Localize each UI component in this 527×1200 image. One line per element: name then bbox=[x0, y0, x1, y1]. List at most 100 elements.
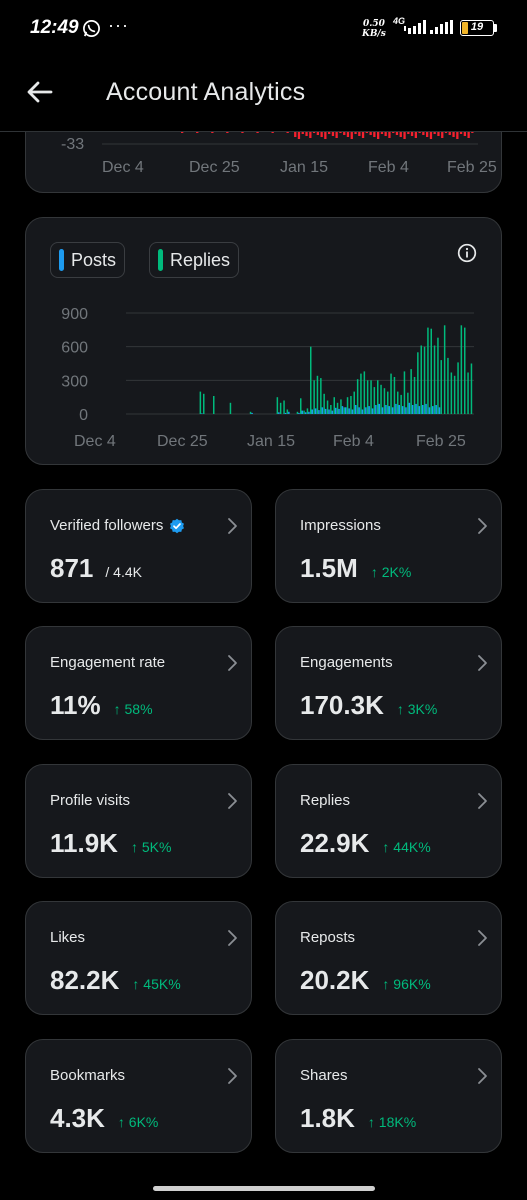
y-tick-label: 0 bbox=[79, 407, 88, 424]
chart-bar bbox=[452, 129, 455, 137]
info-icon[interactable] bbox=[457, 243, 477, 263]
chart-bar bbox=[320, 129, 323, 137]
chart-bar bbox=[414, 129, 417, 138]
chart-bar bbox=[346, 129, 350, 137]
chart-bar bbox=[361, 129, 365, 138]
replies-bar bbox=[296, 411, 299, 414]
stat-card-bookmarks[interactable]: Bookmarks 4.3K ↑ 6K% bbox=[25, 1039, 252, 1153]
posts-bar bbox=[368, 406, 370, 414]
replies-bar bbox=[370, 380, 372, 414]
chart-bar bbox=[422, 129, 425, 135]
replies-bar bbox=[316, 375, 319, 414]
stat-card-shares[interactable]: Shares 1.8K ↑ 18K% bbox=[275, 1039, 502, 1153]
stat-card-reposts[interactable]: Reposts 20.2K ↑ 96K% bbox=[275, 901, 502, 1015]
chart-bar bbox=[426, 129, 429, 137]
replies-bar bbox=[403, 371, 406, 414]
replies-bar bbox=[397, 391, 399, 414]
replies-bar bbox=[229, 402, 232, 414]
replies-bar bbox=[383, 388, 386, 414]
verified-badge-icon bbox=[170, 518, 185, 533]
replies-bar bbox=[356, 379, 359, 414]
replies-bar bbox=[407, 392, 409, 414]
chart-bar bbox=[369, 129, 372, 135]
replies-bar bbox=[393, 377, 396, 414]
replies-bar bbox=[333, 397, 335, 414]
stat-delta: ↑ 2K% bbox=[370, 564, 412, 580]
stat-card-profile-visits[interactable]: Profile visits 11.9K ↑ 5K% bbox=[25, 764, 252, 878]
stat-value: 11.9K bbox=[50, 828, 118, 858]
chart-bar bbox=[410, 129, 414, 136]
stat-label: Engagements bbox=[300, 654, 393, 671]
chart-bar bbox=[309, 129, 312, 138]
posts-bar bbox=[375, 405, 377, 414]
x-tick-label: Feb 4 bbox=[333, 433, 374, 450]
stat-delta: ↑ 96K% bbox=[382, 976, 431, 992]
replies-bar bbox=[470, 363, 473, 414]
stat-card-engagements[interactable]: Engagements 170.3K ↑ 3K% bbox=[275, 626, 502, 740]
y-tick-label: 600 bbox=[61, 340, 88, 357]
chart-bar bbox=[373, 129, 376, 137]
page-title: Account Analytics bbox=[106, 78, 306, 106]
whatsapp-icon bbox=[83, 20, 100, 37]
stat-delta: ↑ 45K% bbox=[132, 976, 181, 992]
stat-value: 4.3K bbox=[50, 1103, 105, 1133]
chart-bar bbox=[305, 129, 308, 136]
stat-label-text: Engagements bbox=[300, 654, 393, 671]
chart-bar bbox=[437, 129, 440, 136]
stat-card-verified-followers[interactable]: Verified followers 871 / 4.4K bbox=[25, 489, 252, 603]
chevron-right-icon bbox=[228, 793, 237, 809]
legend-posts[interactable]: Posts bbox=[50, 242, 126, 278]
replies-bar bbox=[300, 398, 302, 414]
stat-label: Engagement rate bbox=[50, 654, 165, 671]
replies-bar bbox=[377, 380, 379, 414]
posts-bar bbox=[341, 406, 344, 414]
x-tick-label: Dec 4 bbox=[74, 433, 116, 450]
stat-delta: ↑ 58% bbox=[113, 701, 153, 717]
legend-replies[interactable]: Replies bbox=[149, 242, 240, 278]
replies-bar bbox=[286, 409, 289, 414]
posts-bar bbox=[324, 408, 327, 414]
stat-value: 871 bbox=[50, 553, 94, 583]
home-indicator[interactable] bbox=[153, 1186, 375, 1191]
posts-bar bbox=[385, 405, 387, 414]
stat-delta: ↑ 44K% bbox=[382, 839, 431, 855]
stat-label: Reposts bbox=[300, 929, 355, 946]
replies-bar bbox=[453, 375, 456, 414]
stat-value: 82.2K bbox=[50, 965, 120, 995]
posts-bar bbox=[338, 408, 340, 414]
battery-level bbox=[462, 22, 468, 34]
stat-delta: ↑ 3K% bbox=[396, 701, 438, 717]
replies-swatch bbox=[158, 249, 163, 271]
posts-bar bbox=[365, 407, 367, 414]
stat-card-likes[interactable]: Likes 82.2K ↑ 45K% bbox=[25, 901, 252, 1015]
chart-bar bbox=[403, 129, 406, 139]
replies-bar bbox=[427, 327, 429, 414]
replies-bar bbox=[413, 377, 416, 414]
stat-card-impressions[interactable]: Impressions 1.5M ↑ 2K% bbox=[275, 489, 502, 603]
replies-bar bbox=[410, 369, 412, 414]
stat-value: 20.2K bbox=[300, 965, 370, 995]
posts-bar bbox=[298, 412, 300, 414]
stat-card-replies[interactable]: Replies 22.9K ↑ 44K% bbox=[275, 764, 502, 878]
posts-bar bbox=[425, 403, 427, 414]
x-tick-label: Dec 4 bbox=[102, 159, 144, 176]
replies-bar bbox=[417, 352, 419, 414]
replies-bar bbox=[313, 380, 315, 414]
stat-delta: ↑ 5K% bbox=[130, 839, 172, 855]
stat-total: / 4.4K bbox=[105, 564, 142, 580]
posts-bar bbox=[351, 409, 354, 414]
replies-bar bbox=[440, 360, 442, 414]
replies-bar bbox=[306, 408, 309, 414]
chart-bar bbox=[358, 129, 361, 136]
replies-bar bbox=[203, 393, 205, 414]
stat-card-engagement-rate[interactable]: Engagement rate 11% ↑ 58% bbox=[25, 626, 252, 740]
replies-bar bbox=[213, 396, 215, 414]
posts-replies-chart-card: Posts Replies 900 600 300 0 Dec 4 Dec 25 Jan … bbox=[25, 217, 502, 465]
replies-bar bbox=[400, 394, 402, 414]
replies-bar bbox=[340, 399, 342, 414]
chart-bar bbox=[448, 129, 451, 135]
stat-label-text: Verified followers bbox=[50, 517, 164, 534]
x-tick-label: Dec 25 bbox=[157, 433, 208, 450]
y-tick-label: -33 bbox=[61, 136, 84, 153]
back-arrow-icon[interactable] bbox=[24, 76, 56, 108]
